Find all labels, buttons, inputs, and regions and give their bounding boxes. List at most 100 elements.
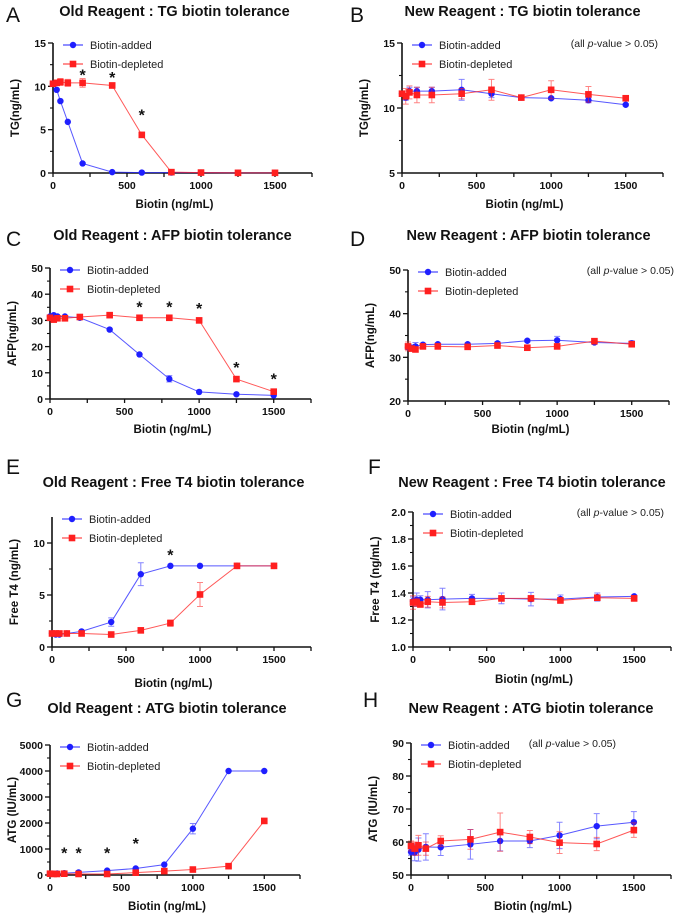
legend-marker (418, 60, 426, 68)
series-biotin-added (409, 587, 638, 611)
chart-title: New Reagent : TG biotin tolerance (404, 4, 640, 20)
x-tick-label: 500 (118, 180, 136, 192)
data-point (137, 571, 144, 578)
legend-marker (66, 743, 74, 751)
y-tick-label: 10 (383, 103, 395, 115)
data-point (167, 562, 174, 570)
legend-label: Biotin-added (445, 267, 507, 279)
series-line (51, 565, 274, 636)
legend-marker (66, 266, 74, 274)
legend-marker (69, 60, 77, 68)
data-point (233, 375, 240, 383)
data-point (593, 594, 601, 602)
x-tick-label: 0 (50, 180, 56, 192)
panel-e: E Old Reagent : Free T4 biotin tolerance 0… (6, 456, 312, 690)
y-tick-label: 0 (37, 394, 43, 406)
chart-title: Old Reagent : AFP biotin tolerance (53, 228, 291, 244)
series-biotin-depleted (46, 311, 278, 395)
x-tick-label: 1500 (622, 654, 646, 666)
data-point (419, 343, 427, 350)
data-point (49, 80, 57, 88)
data-point (64, 118, 72, 126)
y-tick-label: 15 (383, 38, 395, 50)
legend-label: Biotin-added (450, 509, 512, 521)
data-point (46, 870, 54, 877)
panel-d: D New Reagent : AFP biotin tolerance 0 500 1… (350, 228, 674, 436)
p-value-note: (all p-value > 0.05) (577, 507, 664, 519)
data-point (402, 93, 410, 100)
data-point (428, 91, 436, 99)
significance-asterisk: * (166, 300, 173, 317)
data-point (527, 595, 535, 602)
data-point (53, 870, 61, 878)
legend-label: Biotin-depleted (445, 286, 518, 298)
panel-letter: D (350, 228, 365, 251)
significance-asterisk: * (61, 845, 68, 862)
y-axis-label: AFP(ng/mL) (7, 301, 19, 366)
y-tick-label: 40 (31, 289, 43, 301)
x-tick-label: 1000 (539, 180, 563, 192)
x-axis-label: Biotin (ng/mL) (128, 901, 206, 913)
series-line (410, 821, 634, 854)
x-tick-label: 1000 (189, 180, 213, 192)
y-tick-label: 90 (392, 738, 404, 750)
data-point (553, 343, 561, 350)
data-point (526, 833, 534, 841)
data-point (233, 562, 241, 570)
series-line (49, 314, 274, 393)
x-tick-label: 1000 (549, 654, 573, 666)
y-tick-label: 30 (389, 352, 401, 364)
legend-marker (427, 741, 435, 749)
data-point (53, 86, 60, 94)
data-point (195, 317, 203, 324)
panel-letter: B (350, 4, 364, 27)
data-point (494, 342, 501, 349)
data-point (225, 767, 232, 775)
x-axis-label: Biotin (ng/mL) (134, 424, 212, 436)
x-tick-label: 0 (399, 180, 405, 192)
data-point (524, 337, 531, 344)
data-point (137, 627, 145, 634)
legend-marker (66, 285, 74, 293)
y-tick-label: 5000 (20, 740, 44, 752)
data-point (234, 169, 242, 177)
legend-label: Biotin-depleted (450, 528, 523, 540)
x-tick-label: 1000 (187, 406, 211, 418)
series-biotin-added (407, 811, 638, 862)
data-point (76, 313, 84, 321)
data-point (406, 89, 413, 96)
x-tick-label: 1500 (620, 408, 644, 420)
x-tick-label: 0 (47, 882, 53, 894)
panel-letter: F (368, 456, 381, 479)
data-point (75, 870, 82, 878)
significance-asterisk: * (167, 547, 174, 564)
data-point (132, 869, 140, 876)
data-point (57, 78, 64, 86)
significance-asterisk: * (196, 301, 203, 318)
p-value-note: (all p-value > 0.05) (571, 38, 658, 50)
data-point (411, 845, 419, 852)
series-biotin-added (46, 311, 277, 399)
data-point (270, 388, 278, 395)
y-axis-label: TG(ng/mL) (359, 79, 371, 137)
legend-marker (424, 268, 432, 276)
panel-letter: A (6, 4, 20, 27)
x-tick-label: 0 (410, 654, 416, 666)
data-point (46, 314, 54, 322)
panel-h: H New Reagent : ATG biotin tolerance 0 500 1… (363, 689, 672, 913)
significance-asterisk: * (133, 836, 140, 853)
y-tick-label: 1.6 (391, 561, 406, 573)
data-point (138, 169, 145, 176)
data-point (109, 168, 116, 176)
y-tick-label: 80 (392, 771, 404, 783)
significance-asterisk: * (104, 845, 111, 862)
legend-label: Biotin-depleted (90, 59, 163, 71)
x-axis-label: Biotin (ng/mL) (495, 674, 573, 686)
data-point (138, 131, 146, 139)
data-point (79, 79, 86, 87)
y-tick-label: 4000 (20, 766, 44, 778)
data-point (225, 862, 232, 870)
data-point (261, 767, 268, 775)
y-tick-label: 70 (392, 804, 404, 816)
